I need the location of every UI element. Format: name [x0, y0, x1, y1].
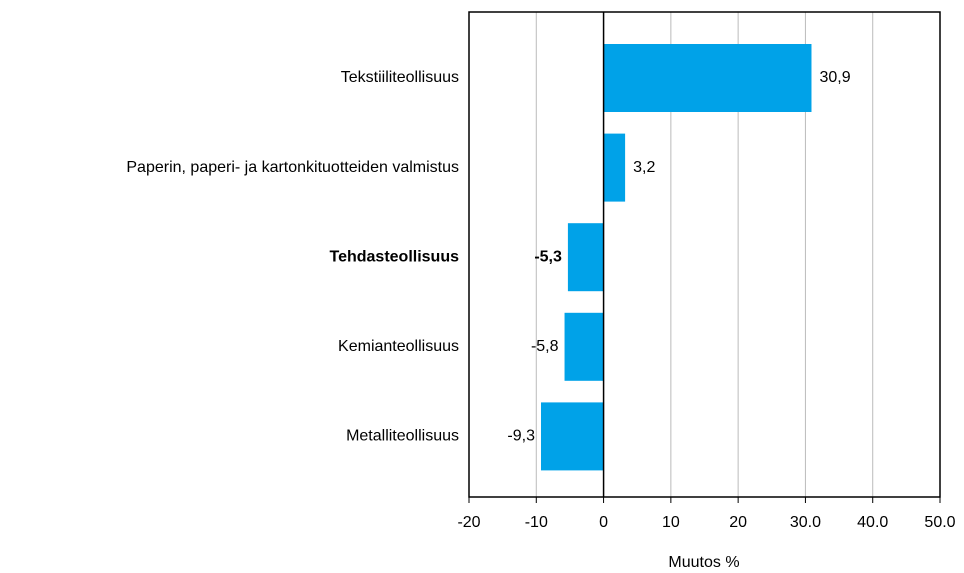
- plot-frame: [468, 11, 941, 498]
- bar: [540, 402, 604, 471]
- y-tick-label: Metalliteollisuus: [346, 428, 459, 445]
- x-tick-label: -10: [525, 514, 548, 531]
- data-label: 3,2: [633, 159, 655, 176]
- data-label: -5,3: [534, 248, 562, 265]
- y-tick-label: Tekstiiliteollisuus: [341, 69, 459, 86]
- x-tick-label: 0: [599, 514, 608, 531]
- x-tick-label: 40.0: [857, 514, 888, 531]
- x-tick-label: -20: [457, 514, 480, 531]
- x-tick-label: 30.0: [790, 514, 821, 531]
- bar: [603, 44, 812, 112]
- x-tick-label: 10: [662, 514, 680, 531]
- x-axis-label: Muutos %: [668, 554, 739, 571]
- x-tick-label: 20: [729, 514, 747, 531]
- y-tick-label: Paperin, paperi- ja kartonkituotteiden v…: [126, 159, 459, 176]
- data-label: -9,3: [507, 428, 535, 445]
- data-label: 30,9: [819, 69, 850, 86]
- y-tick-label: Kemianteollisuus: [338, 338, 459, 355]
- bar: [603, 133, 626, 202]
- data-label: -5,8: [531, 338, 559, 355]
- x-tick-label: 50.0: [924, 514, 955, 531]
- y-tick-label: Tehdasteollisuus: [329, 248, 459, 265]
- bar: [564, 312, 604, 381]
- bar: [567, 223, 604, 292]
